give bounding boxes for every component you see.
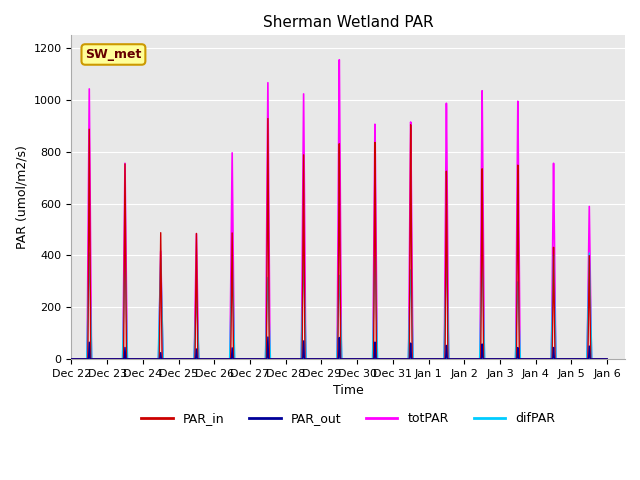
PAR_out: [604, 356, 611, 362]
Y-axis label: PAR (umol/m2/s): PAR (umol/m2/s): [15, 145, 28, 249]
PAR_in: [264, 116, 272, 121]
difPAR: [164, 356, 172, 362]
PAR_out: [603, 356, 611, 362]
PAR_in: [490, 356, 497, 362]
Text: SW_met: SW_met: [85, 48, 141, 61]
totPAR: [68, 356, 76, 362]
Line: PAR_out: PAR_out: [72, 337, 607, 359]
difPAR: [460, 356, 467, 362]
Title: Sherman Wetland PAR: Sherman Wetland PAR: [263, 15, 433, 30]
Line: totPAR: totPAR: [72, 60, 607, 359]
PAR_in: [460, 356, 467, 362]
difPAR: [68, 356, 76, 362]
PAR_out: [164, 356, 172, 362]
totPAR: [164, 356, 172, 362]
totPAR: [604, 356, 611, 362]
X-axis label: Time: Time: [333, 384, 364, 397]
PAR_in: [68, 356, 76, 362]
difPAR: [586, 250, 593, 256]
Line: difPAR: difPAR: [72, 253, 607, 359]
difPAR: [604, 356, 611, 362]
PAR_out: [264, 334, 272, 340]
PAR_out: [490, 356, 497, 362]
totPAR: [490, 356, 497, 362]
PAR_in: [319, 356, 327, 362]
difPAR: [429, 356, 437, 362]
PAR_out: [319, 356, 327, 362]
PAR_in: [604, 356, 611, 362]
totPAR: [460, 356, 467, 362]
totPAR: [319, 356, 327, 362]
difPAR: [490, 356, 497, 362]
PAR_out: [460, 356, 467, 362]
PAR_in: [164, 356, 172, 362]
PAR_in: [430, 356, 438, 362]
PAR_out: [68, 356, 76, 362]
difPAR: [603, 356, 611, 362]
Line: PAR_in: PAR_in: [72, 119, 607, 359]
totPAR: [603, 356, 611, 362]
PAR_out: [430, 356, 438, 362]
PAR_in: [603, 356, 611, 362]
difPAR: [319, 356, 327, 362]
totPAR: [335, 57, 343, 63]
totPAR: [430, 356, 438, 362]
Legend: PAR_in, PAR_out, totPAR, difPAR: PAR_in, PAR_out, totPAR, difPAR: [136, 407, 560, 430]
